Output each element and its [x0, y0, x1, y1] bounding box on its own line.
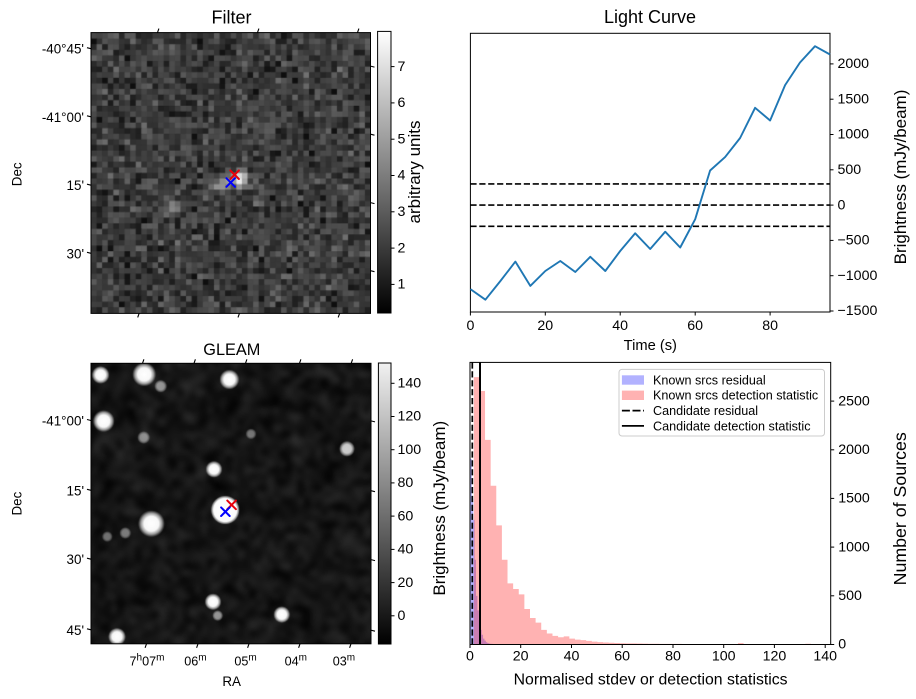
svg-text:15': 15' [67, 178, 84, 193]
svg-text:5: 5 [398, 131, 406, 147]
svg-text:1: 1 [398, 277, 406, 293]
svg-text:7h07m: 7h07m [130, 652, 165, 668]
svg-text:1000: 1000 [838, 127, 870, 143]
svg-text:-41°00': -41°00' [42, 110, 84, 125]
svg-text:1500: 1500 [838, 491, 870, 507]
svg-text:Time (s): Time (s) [624, 338, 677, 354]
svg-text:40: 40 [564, 649, 580, 665]
svg-text:03m: 03m [333, 652, 355, 668]
svg-text:Known srcs detection statistic: Known srcs detection statistic [653, 389, 818, 403]
svg-text:7: 7 [398, 59, 406, 75]
svg-text:-41°00': -41°00' [42, 414, 84, 429]
svg-text:Dec: Dec [10, 162, 25, 186]
svg-text:−1500: −1500 [838, 303, 878, 319]
svg-text:Known srcs residual: Known srcs residual [653, 373, 766, 387]
svg-text:80: 80 [665, 649, 681, 665]
svg-text:−500: −500 [838, 233, 870, 249]
svg-text:60: 60 [614, 649, 630, 665]
svg-text:140: 140 [813, 649, 837, 665]
svg-text:2000: 2000 [838, 56, 870, 72]
svg-text:60: 60 [398, 508, 414, 524]
svg-text:Brightness (mJy/beam): Brightness (mJy/beam) [430, 421, 449, 596]
svg-text:2500: 2500 [838, 393, 870, 409]
svg-text:2: 2 [398, 240, 406, 256]
svg-text:2000: 2000 [838, 442, 870, 458]
svg-text:140: 140 [398, 376, 422, 392]
svg-text:Candidate residual: Candidate residual [653, 404, 758, 418]
svg-text:30': 30' [67, 246, 84, 261]
svg-text:-40°45': -40°45' [42, 42, 84, 57]
svg-text:05m: 05m [234, 652, 256, 668]
svg-text:80: 80 [398, 475, 414, 491]
svg-text:0: 0 [838, 637, 846, 653]
svg-text:30': 30' [67, 552, 84, 567]
svg-text:0: 0 [398, 608, 406, 624]
svg-text:20: 20 [398, 575, 414, 591]
svg-text:100: 100 [712, 649, 736, 665]
svg-text:1500: 1500 [838, 91, 870, 107]
svg-text:0: 0 [466, 649, 474, 665]
svg-text:20: 20 [513, 649, 529, 665]
svg-text:Light Curve: Light Curve [604, 7, 696, 27]
svg-text:500: 500 [838, 162, 862, 178]
svg-text:arbitrary units: arbitrary units [405, 121, 424, 224]
svg-text:40: 40 [398, 542, 414, 558]
svg-text:RA: RA [222, 674, 241, 689]
svg-text:Candidate detection statistic: Candidate detection statistic [653, 419, 811, 433]
svg-text:4: 4 [398, 168, 406, 184]
svg-text:120: 120 [763, 649, 787, 665]
svg-text:100: 100 [398, 442, 422, 458]
svg-text:04m: 04m [285, 652, 307, 668]
svg-text:Number of Sources: Number of Sources [890, 432, 910, 585]
svg-text:15': 15' [67, 483, 84, 498]
svg-text:60: 60 [687, 318, 703, 334]
svg-text:3: 3 [398, 204, 406, 220]
svg-text:0: 0 [838, 197, 846, 213]
svg-text:Brightness (mJy/beam): Brightness (mJy/beam) [891, 90, 910, 265]
svg-text:Filter: Filter [212, 7, 252, 27]
svg-text:0: 0 [466, 318, 474, 334]
svg-text:20: 20 [537, 318, 553, 334]
svg-text:−1000: −1000 [838, 268, 878, 284]
svg-text:40: 40 [612, 318, 628, 334]
svg-text:120: 120 [398, 409, 422, 425]
svg-text:80: 80 [762, 318, 778, 334]
svg-text:1000: 1000 [838, 539, 870, 555]
svg-text:06m: 06m [184, 652, 206, 668]
svg-text:Normalised stdev or detection: Normalised stdev or detection statistics [514, 672, 788, 689]
svg-text:6: 6 [398, 95, 406, 111]
svg-text:Dec: Dec [10, 491, 25, 515]
svg-text:500: 500 [838, 588, 862, 604]
svg-text:45': 45' [67, 623, 84, 638]
svg-text:GLEAM: GLEAM [203, 341, 260, 359]
